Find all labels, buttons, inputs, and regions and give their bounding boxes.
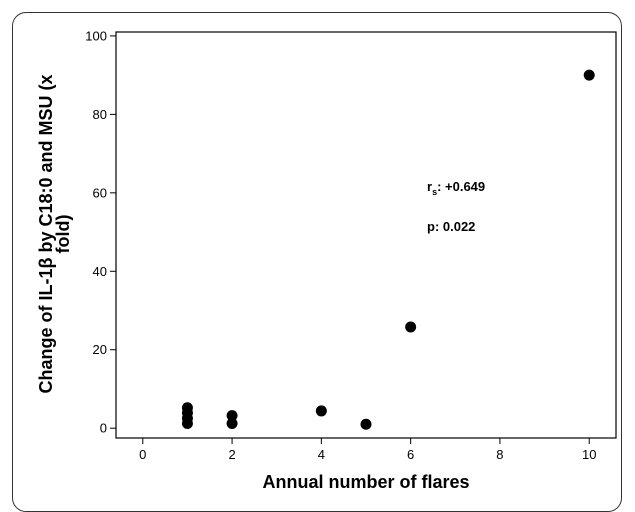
- y-axis-label-line2: fold): [53, 215, 73, 254]
- data-point: [226, 417, 238, 429]
- data-point: [226, 410, 238, 422]
- y-tick-label: 80: [93, 107, 107, 122]
- rs-value: : +0.649: [437, 179, 485, 194]
- plot-area-border: [115, 31, 617, 439]
- data-points: [181, 69, 595, 430]
- y-axis-label-line1: Change of IL-1β by C18:0 and MSU (x: [36, 74, 56, 393]
- y-tick-label: 100: [85, 28, 107, 43]
- scatter-chart: 0 20 40 60 80 100 0 2 4 6 8 10 Annual number of fl…: [36, 28, 617, 492]
- x-tick-label: 2: [228, 447, 235, 462]
- y-axis-ticks: 0 20 40 60 80 100: [85, 28, 116, 436]
- x-tick-label: 0: [139, 447, 146, 462]
- y-tick-label: 60: [93, 185, 107, 200]
- data-point: [583, 69, 595, 81]
- y-tick-label: 20: [93, 342, 107, 357]
- x-tick-label: 6: [407, 447, 414, 462]
- y-tick-label: 0: [100, 421, 107, 436]
- x-tick-label: 4: [318, 447, 325, 462]
- x-axis-label: Annual number of flares: [262, 472, 469, 492]
- rs-subscript: s: [432, 187, 437, 197]
- y-tick-label: 40: [93, 264, 107, 279]
- p-annotation: p: 0.022: [427, 219, 475, 234]
- data-point: [181, 417, 193, 429]
- x-tick-label: 8: [496, 447, 503, 462]
- rs-symbol: r: [427, 179, 432, 194]
- data-point: [405, 321, 417, 333]
- y-axis-label: Change of IL-1β by C18:0 and MSU (x fold…: [36, 74, 73, 393]
- data-point: [315, 405, 327, 417]
- x-axis-ticks: 0 2 4 6 8 10: [139, 438, 596, 462]
- data-point: [360, 418, 372, 430]
- x-tick-label: 10: [582, 447, 596, 462]
- rs-annotation: rs: +0.649: [427, 179, 485, 197]
